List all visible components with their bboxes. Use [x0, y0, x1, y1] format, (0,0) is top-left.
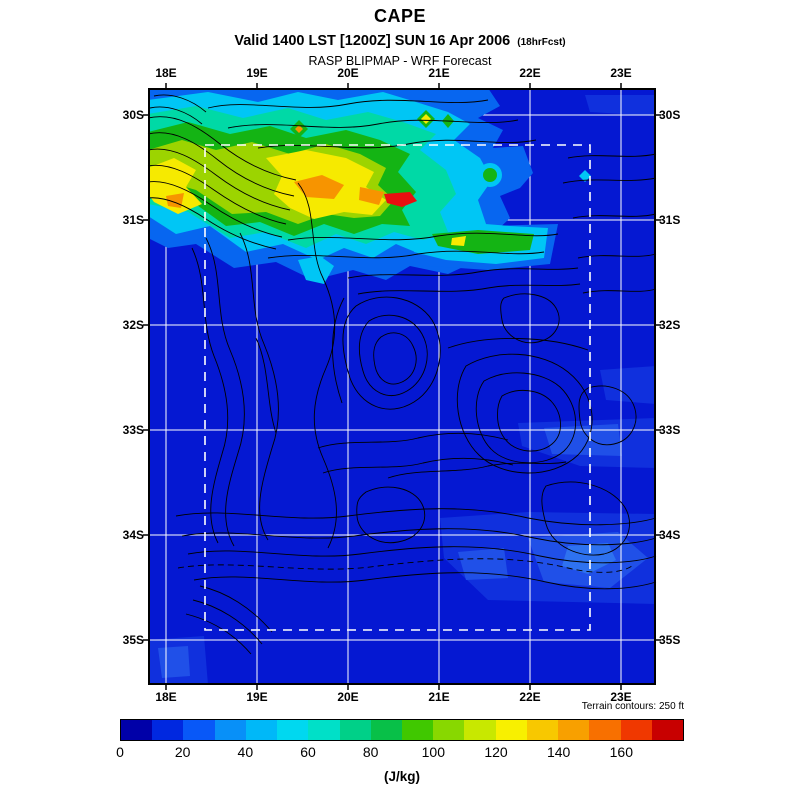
header: CAPE Valid 1400 LST [1200Z] SUN 16 Apr 2… [0, 6, 800, 68]
forecast-map [143, 83, 661, 690]
forecast-offset-note: (18hrFcst) [517, 37, 566, 48]
x-axis-label-top: 19E [246, 66, 268, 80]
x-axis-label-bottom: 20E [337, 690, 359, 704]
y-axis-label-right: 33S [659, 423, 681, 437]
y-axis-label-left: 31S [122, 213, 144, 227]
y-axis-label-right: 34S [659, 528, 681, 542]
terrain-contours [147, 94, 657, 655]
colorbar-tick: 40 [237, 744, 254, 760]
y-axis-label-left: 30S [122, 108, 144, 122]
colorbar-segment [277, 720, 309, 740]
y-axis-label-left: 34S [122, 528, 144, 542]
colorbar-unit-label: (J/kg) [383, 769, 420, 784]
x-axis-label-bottom: 21E [428, 690, 450, 704]
colorbar-segment [183, 720, 215, 740]
x-axis-label-bottom: 23E [610, 690, 632, 704]
y-axis-label-right: 35S [659, 633, 681, 647]
colorbar-tick: 100 [421, 744, 446, 760]
colorbar-segment [339, 720, 371, 740]
y-axis-label-left: 33S [122, 423, 144, 437]
x-axis-label-bottom: 19E [246, 690, 268, 704]
valid-time-text: Valid 1400 LST [1200Z] SUN 16 Apr 2006 [234, 33, 511, 49]
colorbar-tick: 20 [174, 744, 191, 760]
y-axis-label-left: 32S [122, 318, 144, 332]
colorbar-segment [121, 720, 153, 740]
axis-ticks [143, 83, 661, 690]
colorbar-segment [308, 720, 340, 740]
valid-time-line: Valid 1400 LST [1200Z] SUN 16 Apr 2006 (… [0, 33, 800, 49]
page-title: CAPE [373, 6, 426, 26]
model-line: RASP BLIPMAP - WRF Forecast [308, 54, 492, 68]
colorbar-tick: 160 [609, 744, 634, 760]
colorbar-bar [120, 719, 684, 741]
colorbar-tick: 120 [484, 744, 508, 760]
colorbar-segment [589, 720, 621, 740]
colorbar-tick: 80 [362, 744, 379, 760]
map-border [148, 88, 656, 685]
colorbar: 0 20 40 60 80 100 120 140 160 (J/kg) [116, 719, 684, 784]
y-axis-label-right: 31S [659, 213, 681, 227]
x-axis-label-top: 20E [337, 66, 359, 80]
colorbar-segment [558, 720, 590, 740]
y-axis-label-left: 35S [122, 633, 144, 647]
colorbar-segment [214, 720, 246, 740]
y-axis-label-right: 32S [659, 318, 681, 332]
colorbar-tick-labels: 0 20 40 60 80 100 120 140 160 [116, 744, 684, 762]
y-axis-label-right: 30S [659, 108, 681, 122]
x-axis-label-bottom: 22E [519, 690, 541, 704]
colorbar-segment [370, 720, 402, 740]
low-cape-patch-bright [562, 543, 616, 574]
x-axis-label-top: 21E [428, 66, 450, 80]
inner-domain-box [204, 144, 591, 631]
colorbar-tick: 0 [116, 744, 124, 760]
colorbar-segment [401, 720, 434, 740]
colorbar-segment [620, 720, 652, 740]
colorbar-tick: 140 [546, 744, 571, 760]
x-axis-label-top: 22E [519, 66, 541, 80]
x-axis-label-top: 18E [155, 66, 177, 80]
colorbar-segment [245, 720, 278, 740]
colorbar-segment [433, 720, 465, 740]
colorbar-segment [152, 720, 184, 740]
x-axis-label-bottom: 18E [155, 690, 177, 704]
colorbar-segment [495, 720, 527, 740]
terrain-contours-note: Terrain contours: 250 ft [581, 701, 684, 712]
colorbar-segment [651, 720, 683, 740]
x-axis-label-top: 23E [610, 66, 632, 80]
colorbar-segment [464, 720, 496, 740]
colorbar-tick: 60 [300, 744, 316, 760]
cape-shading [148, 88, 591, 284]
colorbar-segment [526, 720, 559, 740]
